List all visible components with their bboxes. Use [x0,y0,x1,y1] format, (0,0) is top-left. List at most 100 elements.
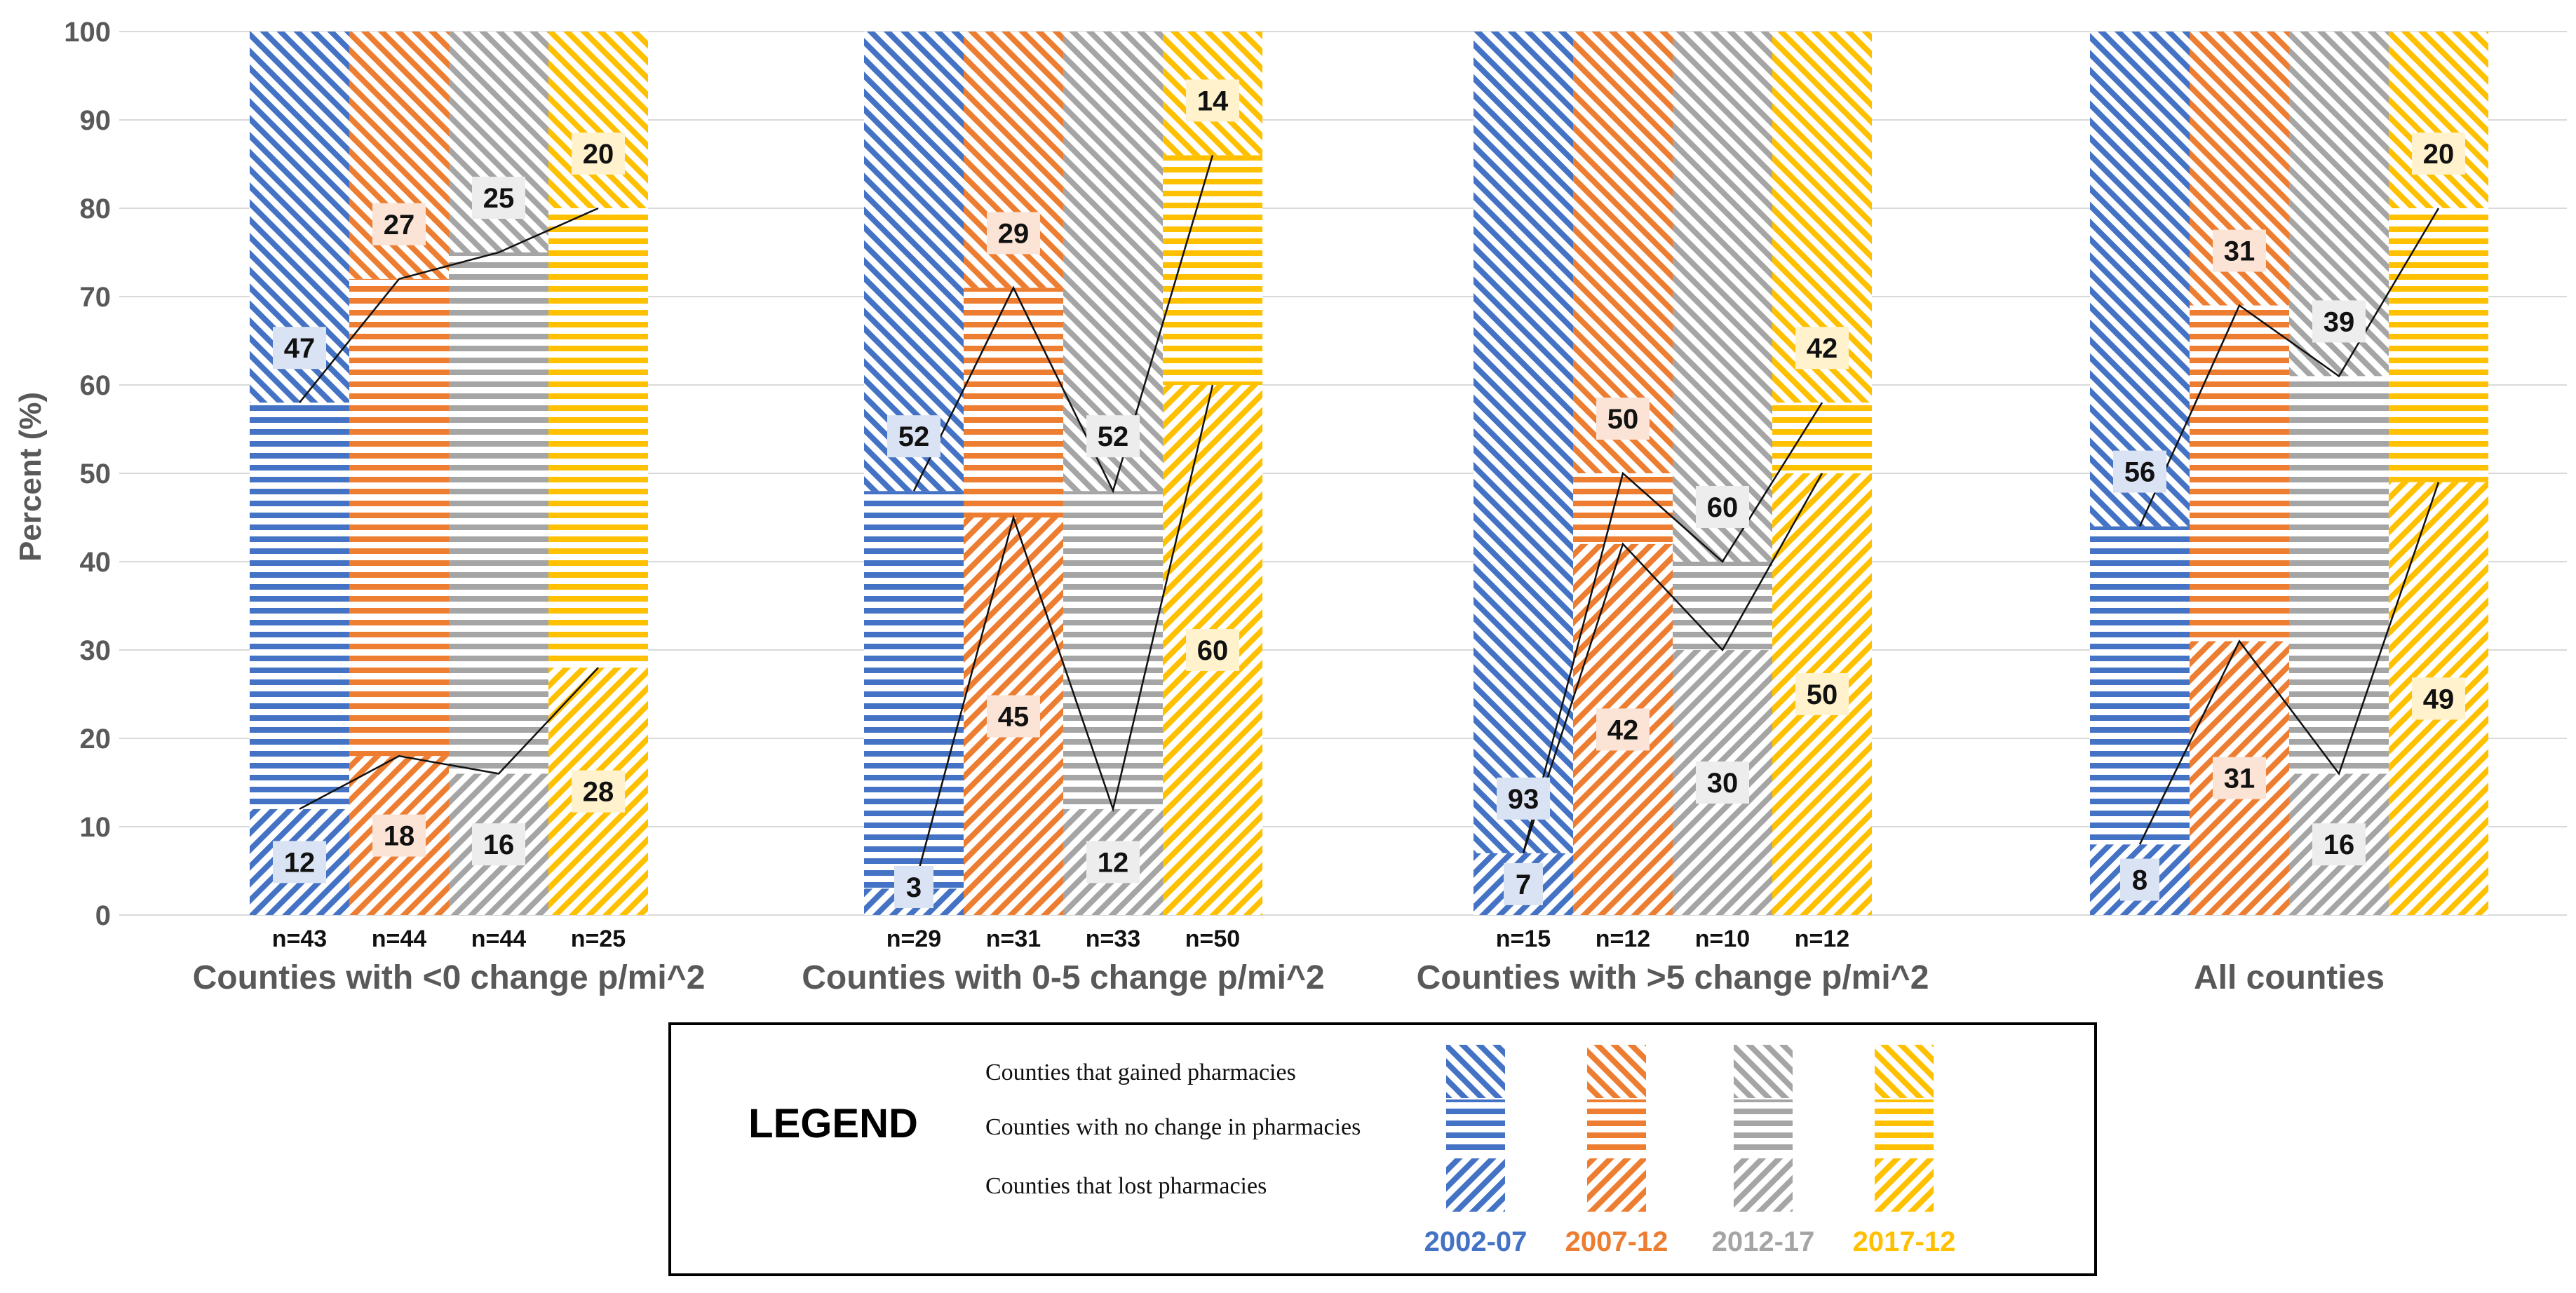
legend-swatch [1446,1158,1505,1212]
sample-size-label: n=31 [986,926,1041,952]
data-label-lost: 31 [2224,764,2255,794]
sample-size-label: n=12 [1795,926,1849,952]
data-label-gained-bg [472,177,525,219]
bar-segment-gained [1063,32,1163,492]
legend-swatch [1587,1099,1646,1153]
data-label-gained: 31 [2224,236,2255,267]
bar-segment-gained [1474,32,1573,853]
no-change-connector-line [299,207,599,403]
x-axis: n=43 n=44 n=44 n=25 Counties with <0 change … [193,926,2385,996]
sample-size-label: n=10 [1695,926,1750,952]
legend-swatch [1875,1045,1934,1098]
legend-swatch [1446,1045,1505,1098]
data-label-gained: 14 [1197,86,1229,116]
legend-swatch [1875,1099,1934,1153]
y-tick-label: 40 [80,547,112,578]
y-tick-label: 90 [80,105,112,136]
y-tick-label: 50 [80,459,112,489]
bar-segment-no-change [1573,473,1673,544]
data-label-lost-bg [1186,629,1239,671]
data-label-lost: 7 [1516,869,1531,900]
data-label-lost: 8 [2132,865,2147,896]
legend-swatch [1734,1158,1793,1212]
data-label-gained: 50 [1607,404,1639,435]
data-label-lost: 12 [1098,847,1129,878]
legend-period-label: 2017-12 [1853,1226,1956,1257]
y-tick-label: 60 [80,370,112,401]
sample-size-label: n=33 [1086,926,1140,952]
group-label: Counties with >5 change p/mi^2 [1417,959,1929,996]
data-label-gained: 47 [284,333,316,364]
lost-connector-line [912,384,1214,889]
data-label-lost: 50 [1807,679,1838,710]
y-tick-label: 10 [80,812,112,843]
data-label-gained: 20 [583,139,614,170]
data-label-gained-bg [1086,415,1140,458]
data-label-gained: 56 [2124,457,2156,488]
data-label-gained-bg [1795,327,1849,370]
data-label-gained: 27 [384,210,415,241]
bar-segment-gained [548,32,648,208]
data-label-gained-bg [372,203,426,245]
data-label-lost-bg [1596,708,1650,751]
legend-period-label: 2012-17 [1712,1226,1815,1257]
bar-segment-no-change [2190,305,2289,642]
sample-size-label: n=44 [372,926,427,952]
bar-segment-gained [864,32,964,492]
data-label-gained-bg [2412,133,2465,175]
lost-connector-line [299,667,599,810]
data-label-lost-bg [987,695,1040,738]
data-label-lost: 45 [998,702,1030,733]
sample-size-label: n=29 [886,926,941,952]
data-label-lost-bg [2120,858,2159,901]
data-label-lost-bg [1696,761,1749,804]
bar-segment-no-change [1772,402,1872,473]
y-tick-label: 100 [64,17,111,48]
bar-segment-no-change [864,491,964,889]
data-label-lost: 60 [1197,635,1229,666]
legend-box [668,1022,2097,1276]
bar-segment-gained [2090,32,2190,527]
data-label-lost-bg [372,814,426,857]
bar-segment-no-change [349,278,449,757]
data-label-lost-bg [2312,823,2366,866]
no-change-connector-line [1522,402,1823,854]
bar-segment-no-change [2090,526,2190,845]
legend-row-label: Counties that lost pharmacies [985,1173,1267,1199]
y-axis: Percent (%) 0 10 20 30 40 50 60 70 80 90 100 [13,17,111,931]
data-label-gained-bg [572,133,625,175]
data-label-gained: 42 [1807,333,1838,364]
sample-size-label: n=50 [1185,926,1240,952]
legend-swatch [1587,1158,1646,1212]
data-label-gained: 39 [2324,306,2355,337]
data-label-lost-bg [1504,862,1543,905]
data-label-gained-bg [2113,450,2166,493]
data-label-lost-bg [273,841,326,884]
data-label-gained: 20 [2423,139,2455,170]
bar-segment-no-change [964,287,1063,517]
bar-segment-no-change [2289,376,2389,774]
bar-segment-no-change [2389,208,2488,482]
lost-connector-line [1522,473,1823,854]
data-label-lost: 3 [906,872,922,903]
data-label-gained: 52 [898,421,930,452]
data-label-gained: 52 [1098,421,1129,452]
legend-title: LEGEND [748,1101,918,1146]
bars [250,32,2488,915]
sample-size-label: n=15 [1496,926,1551,952]
legend-period-label: 2007-12 [1565,1226,1668,1257]
bar-segment-no-change [449,252,548,774]
data-label-lost-bg [472,823,525,866]
data-label-lost: 42 [1607,715,1639,745]
no-change-connector-line [912,155,1214,494]
bar-segment-gained [1673,32,1772,562]
data-label-lost-bg [2213,757,2266,799]
data-label-gained: 60 [1707,492,1739,523]
data-label-lost: 18 [384,821,415,852]
y-tick-label: 30 [80,635,112,666]
data-label-lost: 16 [483,830,515,860]
data-label-lost: 16 [2324,830,2355,860]
bar-segment-gained [449,32,548,252]
data-labels: 12 47 18 27 16 25 28 20 3 52 45 29 12 52 60 14 7 93 42 50 30… [273,79,2465,908]
